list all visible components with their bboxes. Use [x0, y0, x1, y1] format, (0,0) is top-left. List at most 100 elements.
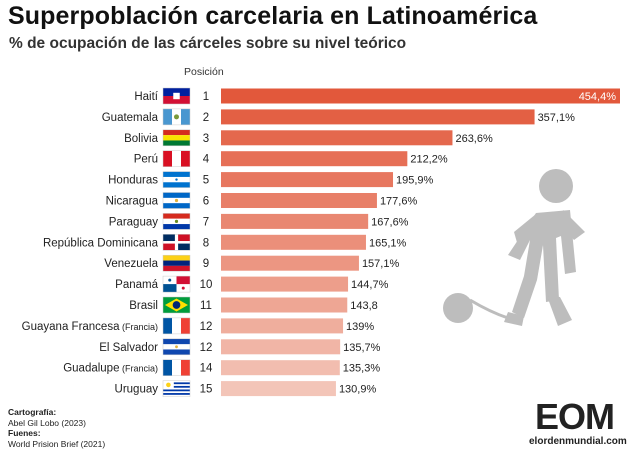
country-label: Perú: [134, 154, 158, 166]
cartography-label: Cartografía:: [8, 407, 57, 417]
bar: [221, 109, 535, 125]
position-label: 8: [203, 237, 209, 249]
country-label: Panamá: [115, 279, 158, 291]
country-name: Brasil: [129, 300, 158, 312]
bar: [221, 360, 340, 376]
france-flag-icon: [162, 317, 191, 335]
bolivia-flag-icon: [162, 129, 191, 147]
country-name: Panamá: [115, 279, 158, 291]
credits: Cartografía: Abel Gil Lobo (2023) Fuenes…: [8, 407, 105, 449]
position-label: 15: [200, 384, 213, 396]
country-label: Venezuela: [104, 258, 158, 270]
brazil-flag-icon: [162, 296, 191, 314]
country-name: Guatemala: [102, 112, 159, 124]
haiti-flag-icon: [162, 87, 191, 105]
country-name: Nicaragua: [106, 196, 159, 208]
country-name: Guayana Francesa: [22, 321, 120, 333]
bar: [221, 255, 359, 271]
paraguay-flag-icon: [162, 213, 191, 230]
position-label: 10: [200, 279, 213, 291]
country-label: Paraguay: [109, 216, 158, 228]
logo-url: elordenmundial.com: [529, 436, 627, 447]
venezuela-flag-icon: [162, 254, 191, 272]
position-header: Posición: [184, 66, 224, 78]
country-label: Honduras: [108, 175, 158, 187]
country-name: Perú: [134, 154, 158, 166]
bar: [221, 318, 344, 334]
eom-logo: EOM elordenmundial.com: [525, 396, 635, 448]
el-salvador-flag-icon: [162, 338, 191, 356]
country-name: Guadalupe: [63, 363, 119, 375]
value-label: 165,1%: [369, 237, 407, 249]
country-name: El Salvador: [99, 342, 158, 354]
country-note: (Francia): [119, 364, 158, 374]
bar: [221, 193, 377, 208]
position-label: 6: [203, 196, 209, 208]
country-name: Haití: [134, 91, 158, 103]
position-label: 5: [203, 175, 209, 187]
position-label: 11: [200, 300, 212, 312]
position-label: 14: [200, 363, 213, 375]
nicaragua-flag-icon: [162, 192, 191, 209]
country-label: Haití: [134, 91, 158, 103]
country-label: Uruguay: [115, 384, 159, 396]
bar: [221, 381, 336, 397]
country-name: Paraguay: [109, 216, 158, 228]
country-name: Uruguay: [115, 384, 159, 396]
bar: [221, 88, 620, 104]
value-label: 130,9%: [339, 384, 377, 396]
panama-flag-icon: [162, 275, 191, 293]
bar: [221, 130, 453, 146]
position-label: 7: [203, 216, 209, 228]
value-label: 157,1%: [362, 258, 400, 270]
chart-title: Superpoblación carcelaria en Latinoaméri…: [8, 2, 538, 30]
cartography-value: Abel Gil Lobo (2023): [8, 417, 86, 428]
position-label: 1: [203, 91, 209, 103]
position-label: 12: [200, 342, 213, 354]
position-label: 3: [203, 133, 209, 145]
country-label: Brasil: [129, 300, 158, 312]
dominican-republic-flag-icon: [162, 234, 191, 251]
prisoner-figure-icon: [443, 169, 585, 326]
position-label: 4: [203, 154, 210, 166]
bar: [221, 172, 394, 188]
bar: [221, 276, 349, 292]
value-label: 357,1%: [538, 112, 576, 124]
bar: [221, 151, 408, 167]
value-label: 167,6%: [371, 216, 409, 228]
uruguay-flag-icon: [162, 380, 191, 397]
value-label: 212,2%: [410, 154, 448, 166]
country-label: República Dominicana: [43, 237, 159, 249]
country-label: Bolivia: [124, 133, 158, 145]
position-label: 12: [200, 321, 213, 333]
bar: [221, 339, 341, 355]
country-name: Venezuela: [104, 258, 158, 270]
sources-label: Fuenes:: [8, 428, 41, 438]
value-label: 454,4%: [579, 91, 617, 103]
value-label: 139%: [346, 321, 374, 333]
sources-value: World Prision Brief (2021): [8, 438, 106, 449]
bar: [221, 297, 348, 313]
france-flag-icon: [162, 359, 191, 376]
bar: [221, 213, 369, 229]
value-label: 135,7%: [343, 342, 381, 354]
value-label: 263,6%: [455, 133, 493, 145]
country-label: El Salvador: [99, 342, 158, 354]
guatemala-flag-icon: [162, 108, 191, 126]
country-name: República Dominicana: [43, 237, 159, 249]
value-label: 143,8: [350, 300, 378, 312]
value-label: 177,6%: [380, 196, 418, 208]
peru-flag-icon: [162, 150, 191, 167]
country-name: Bolivia: [124, 133, 158, 145]
country-note: (Francia): [119, 322, 158, 332]
honduras-flag-icon: [162, 171, 191, 188]
country-name: Honduras: [108, 175, 158, 187]
logo-letters: EOM: [535, 396, 615, 437]
bar: [221, 234, 366, 250]
country-label: Guatemala: [102, 112, 159, 124]
country-label: Guayana Francesa (Francia): [22, 321, 158, 333]
position-label: 9: [203, 258, 209, 270]
value-label: 195,9%: [396, 175, 434, 187]
country-label: Guadalupe (Francia): [63, 363, 158, 375]
